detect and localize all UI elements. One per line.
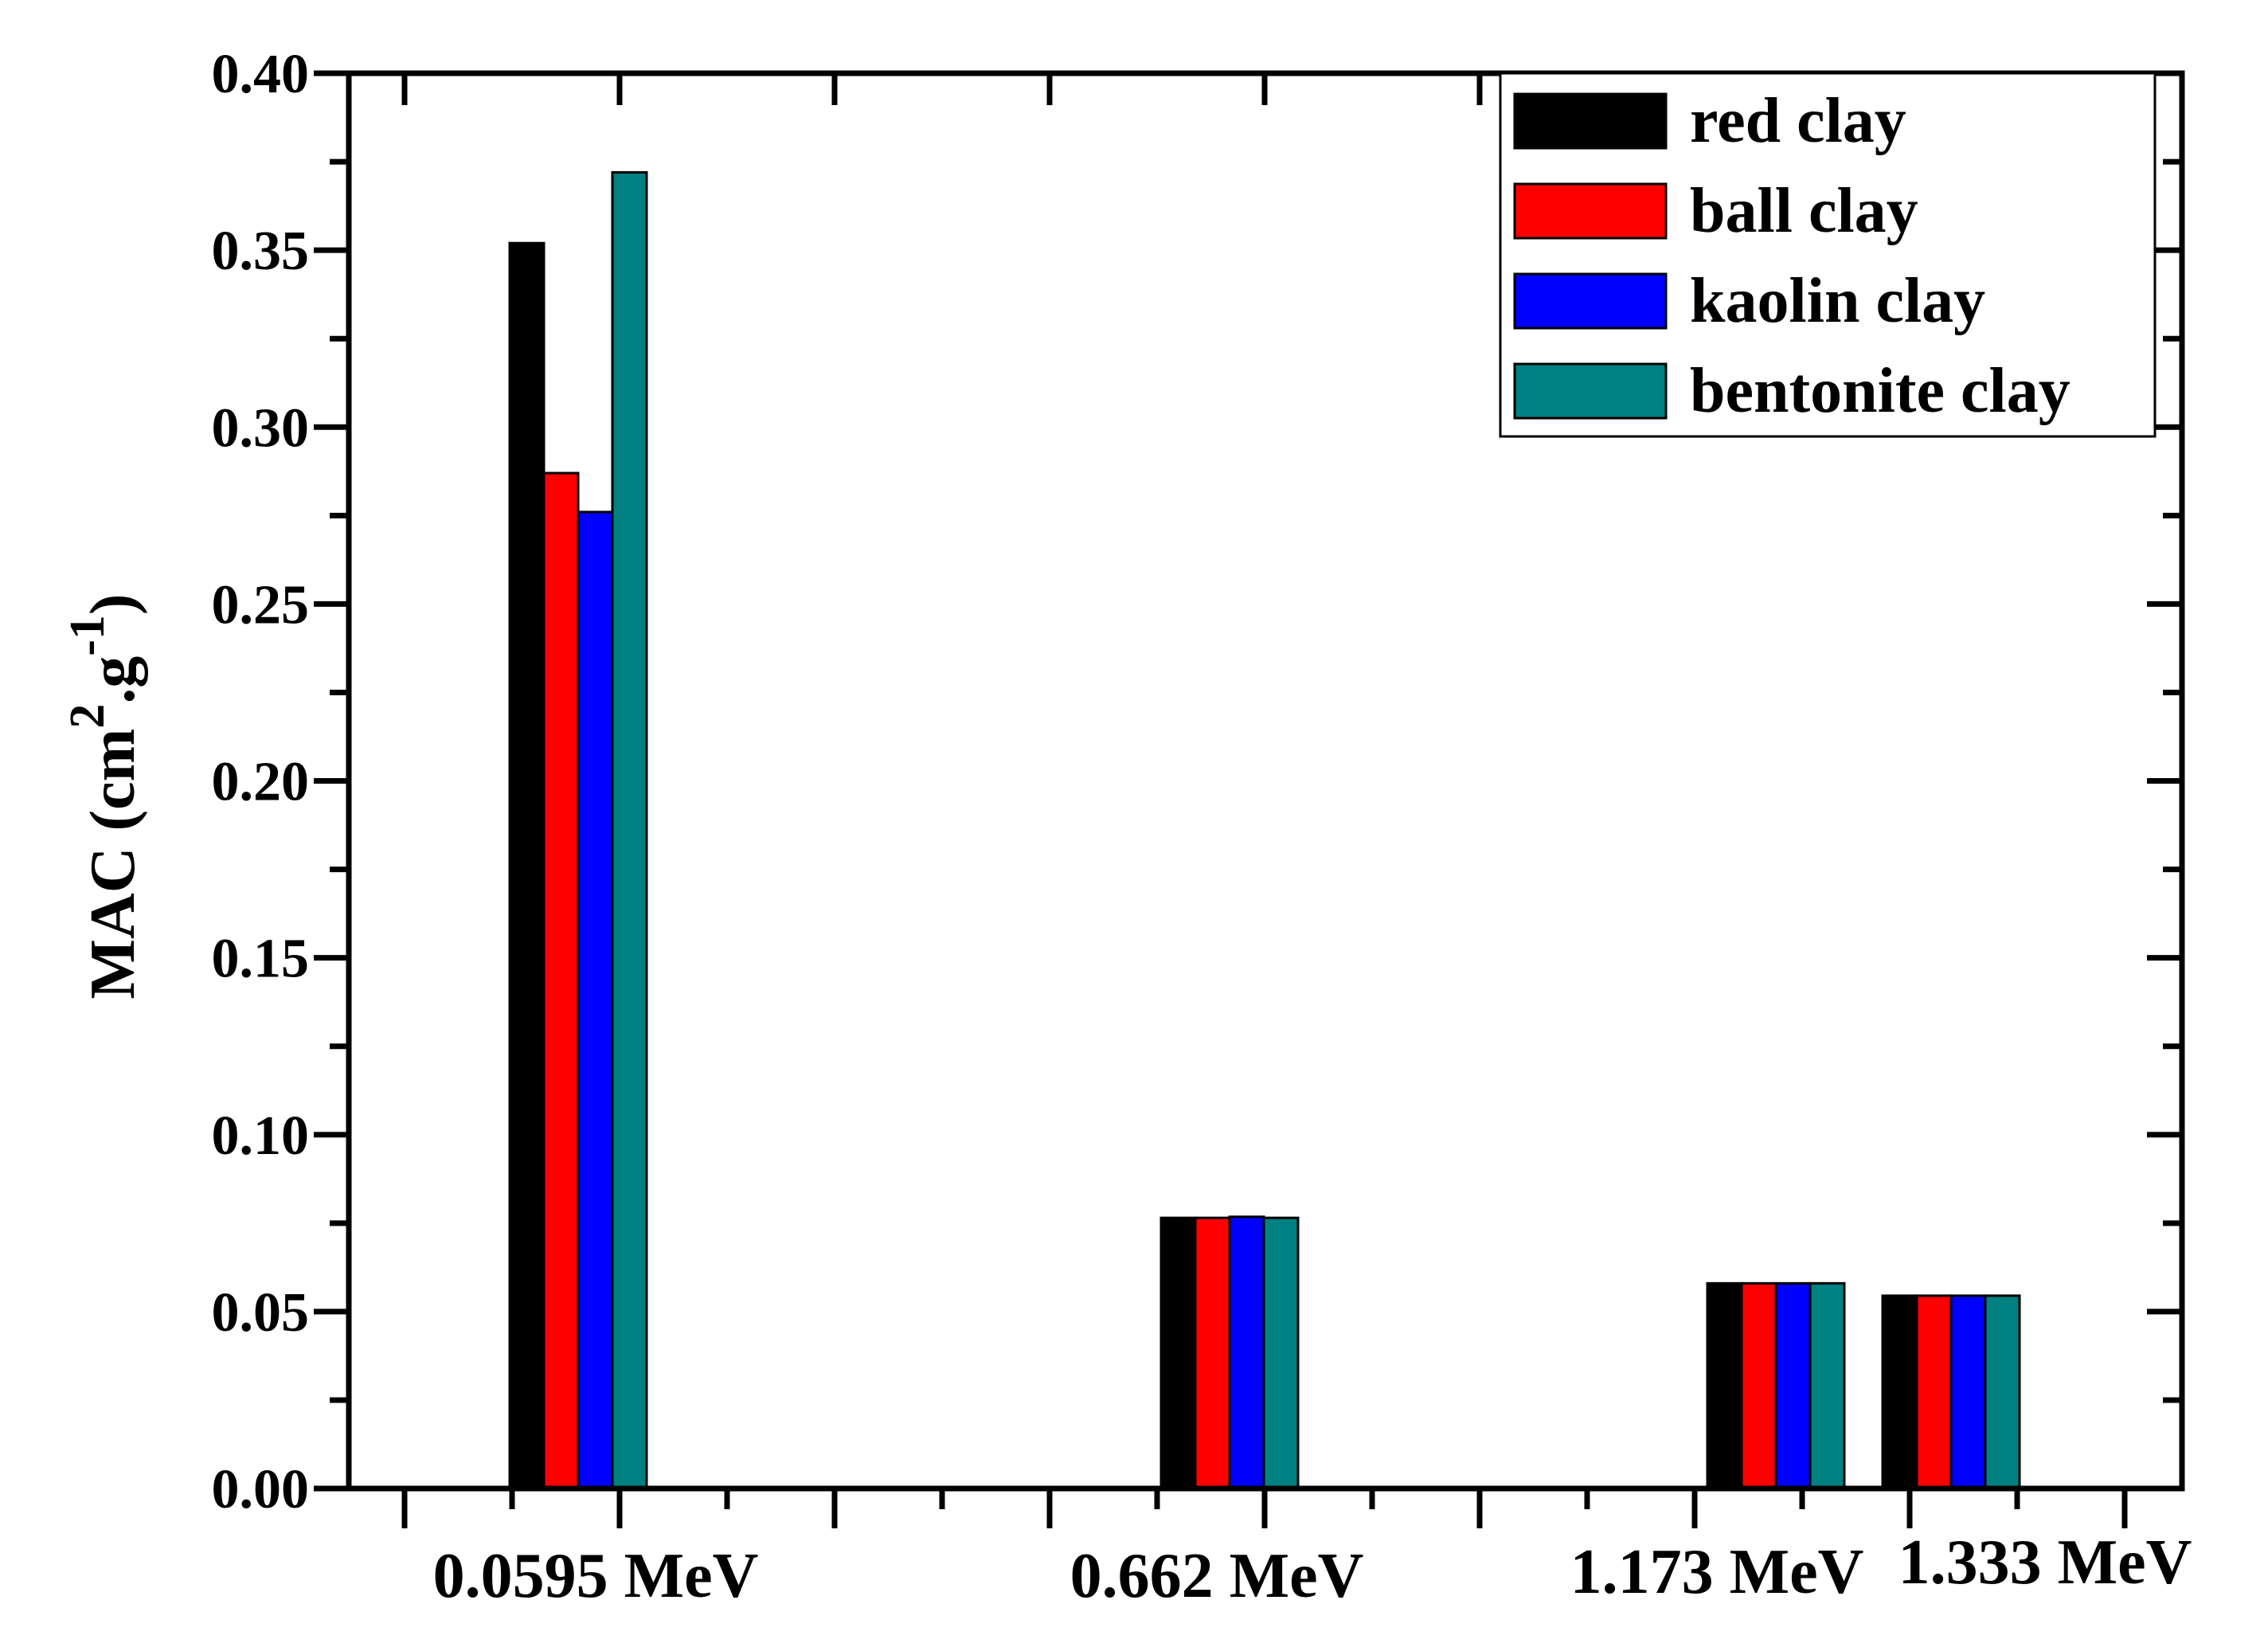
legend: red clay ball clay kaolin clay bentonite cl… (1499, 72, 2157, 438)
x-tick-label: 0.662 MeV (1070, 1541, 1364, 1611)
y-tick-label: 0.30 (212, 397, 310, 459)
bar-red-clay-1 (508, 241, 545, 1490)
legend-swatch-ball-clay (1513, 182, 1668, 240)
bar-bentonite-clay-4 (1984, 1294, 2021, 1490)
y-axis-label-sup2: -1 (61, 615, 115, 656)
bar-red-clay-3 (1706, 1281, 1743, 1490)
legend-swatch-bentonite-clay (1513, 362, 1668, 420)
y-tick-label: 0.25 (212, 574, 310, 636)
bar-bentonite-clay-1 (611, 170, 648, 1490)
y-axis-label-main: MAC (cm (78, 729, 148, 1000)
legend-label-bentonite-clay: bentonite clay (1690, 356, 2071, 426)
y-axis-label-end: ) (78, 593, 148, 615)
legend-swatch-kaolin-clay (1513, 272, 1668, 330)
legend-label-red-clay: red clay (1690, 86, 1906, 156)
legend-label-ball-clay: ball clay (1690, 176, 1918, 246)
bar-kaolin-clay-3 (1774, 1281, 1812, 1490)
bar-bentonite-clay-2 (1262, 1216, 1300, 1490)
bar-kaolin-clay-2 (1228, 1215, 1265, 1490)
y-tick-label: 0.05 (212, 1282, 310, 1344)
x-tick-labels: 0.0595 MeV 0.662 MeV 1.173 MeV 1.333 MeV (433, 1528, 2192, 1611)
bar-red-clay-4 (1881, 1294, 1918, 1490)
bar-kaolin-clay-4 (1949, 1294, 1987, 1490)
bar-ball-clay-4 (1915, 1294, 1953, 1490)
x-tick-label: 0.0595 MeV (433, 1541, 759, 1611)
bar-ball-clay-2 (1194, 1216, 1231, 1490)
x-tick-label: 1.173 MeV (1570, 1537, 1864, 1607)
bar-bentonite-clay-3 (1809, 1281, 1846, 1490)
y-axis-label-sup1: 2 (61, 704, 115, 729)
y-tick-label: 0.20 (212, 752, 310, 813)
legend-swatch-red-clay (1513, 92, 1668, 150)
bar-ball-clay-3 (1740, 1281, 1777, 1490)
y-axis-label-mid: .g (78, 656, 148, 704)
y-tick-labels: 0.00 0.05 0.10 0.15 0.20 0.25 0.30 0.35 0.40 (212, 44, 310, 1520)
y-tick-label: 0.10 (212, 1105, 310, 1167)
y-tick-label: 0.00 (212, 1459, 310, 1520)
bar-red-clay-2 (1159, 1216, 1197, 1490)
y-tick-label: 0.15 (212, 929, 310, 990)
x-tick-label: 1.333 MeV (1898, 1528, 2192, 1598)
y-tick-label: 0.40 (212, 44, 310, 105)
y-axis-label: MAC (cm2.g-1) (61, 593, 148, 999)
legend-label-kaolin-clay: kaolin clay (1690, 266, 1985, 336)
bars-layer (508, 170, 2021, 1490)
y-tick-label: 0.35 (212, 221, 310, 282)
bar-kaolin-clay-1 (577, 511, 614, 1490)
bar-ball-clay-1 (542, 471, 580, 1490)
